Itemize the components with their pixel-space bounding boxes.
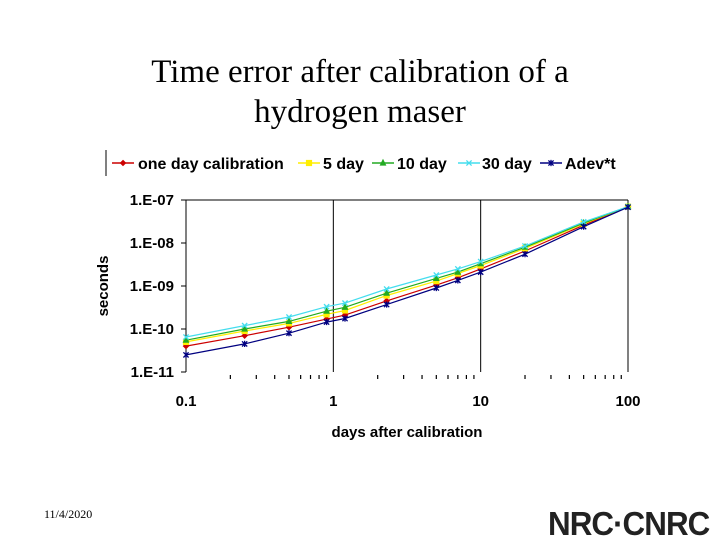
data-point — [305, 159, 313, 167]
data-point — [182, 335, 190, 343]
data-point — [465, 159, 473, 167]
data-point — [454, 277, 461, 284]
series-line — [185, 206, 629, 356]
x-axis-label: days after calibration — [332, 424, 483, 441]
data-point — [433, 271, 440, 279]
data-point — [547, 159, 555, 167]
series-line — [185, 206, 629, 338]
data-point — [241, 324, 249, 332]
x-tick-label: 1 — [329, 393, 337, 410]
data-point — [323, 303, 330, 310]
data-point — [433, 284, 440, 292]
data-point — [454, 267, 462, 275]
series-line — [185, 206, 629, 341]
data-point — [341, 315, 349, 322]
legend-label: 5 day — [323, 156, 364, 173]
slide-title-line-1: Time error after calibration of a — [151, 54, 569, 90]
data-point — [182, 333, 190, 341]
legend-label: one day calibration — [138, 156, 284, 173]
data-point — [379, 158, 387, 166]
data-point — [580, 223, 587, 230]
data-point — [454, 265, 461, 272]
data-point — [477, 269, 484, 276]
data-point — [241, 340, 248, 348]
data-point — [521, 242, 529, 250]
data-point — [383, 288, 391, 296]
data-point — [341, 303, 349, 310]
x-tick-label: 10 — [472, 393, 489, 410]
y-tick-label: 1.E-08 — [130, 235, 174, 252]
data-point — [241, 332, 248, 339]
y-tick-label: 1.E-10 — [130, 321, 174, 338]
series-line — [185, 206, 629, 347]
y-tick-label: 1.E-07 — [130, 192, 174, 209]
data-point — [580, 218, 587, 225]
nrc-cnrc-logo: NRC·CNRC — [548, 505, 710, 542]
data-point — [182, 342, 190, 350]
data-point — [323, 306, 331, 314]
data-point — [432, 274, 440, 282]
data-point — [182, 351, 190, 358]
slide-title-line-2: hydrogen maser — [254, 94, 466, 130]
legend-label: 10 day — [397, 156, 447, 173]
legend-label: 30 day — [482, 156, 532, 173]
data-point — [323, 318, 330, 326]
data-point — [477, 258, 484, 265]
y-tick-label: 1.E-11 — [131, 364, 174, 381]
data-point — [383, 301, 390, 308]
x-tick-label: 0.1 — [176, 393, 197, 410]
slide-title: Time error after calibration of a hydrog… — [0, 52, 720, 132]
data-point — [285, 313, 293, 321]
data-point — [383, 285, 390, 293]
y-tick-label: 1.E-09 — [130, 278, 174, 295]
data-point — [285, 317, 293, 325]
series-line — [185, 206, 629, 343]
data-point — [241, 322, 248, 329]
footer-date: 11/4/2020 — [44, 507, 93, 521]
data-point — [624, 204, 632, 211]
data-point — [285, 330, 293, 337]
data-point — [119, 159, 127, 167]
y-axis-label: seconds — [95, 256, 112, 317]
data-point — [521, 251, 529, 258]
data-point — [341, 300, 349, 307]
legend-label: Adev*t — [565, 156, 616, 173]
x-tick-label: 100 — [615, 393, 640, 410]
